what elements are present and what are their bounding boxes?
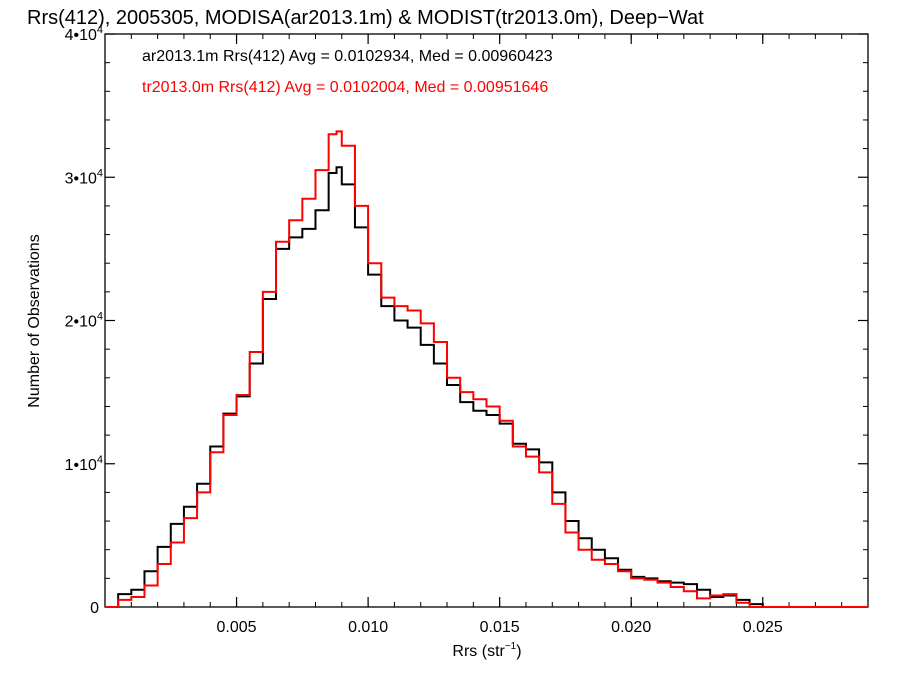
series-layer: [105, 130, 868, 608]
series-line-tr2013: [105, 130, 868, 608]
x-tick-label: 0.005: [217, 619, 257, 636]
series-line-ar2013: [105, 166, 868, 608]
axis-ticks: 0.005 0.010 0.015 0.020 0.02501•1042•1043•10…: [65, 24, 868, 636]
y-tick-label-exponent: 4: [97, 167, 103, 179]
y-tick-label-base: 0: [90, 600, 99, 617]
y-axis-label: Number of Observations: [26, 234, 43, 407]
y-tick-label-exponent: 4: [97, 24, 103, 36]
legend-entry-ar2013: ar2013.1m Rrs(412) Avg = 0.0102934, Med …: [142, 48, 553, 65]
chart-title: Rrs(412), 2005305, MODISA(ar2013.1m) & M…: [27, 7, 704, 29]
y-tick-label-base: 4•10: [65, 27, 97, 44]
y-tick-label-base: 3•10: [65, 170, 97, 187]
x-tick-label: 0.025: [743, 619, 783, 636]
y-tick-label: 0: [90, 600, 99, 617]
y-tick-label-base: 2•10: [65, 314, 97, 331]
x-axis-label: Rrs (str−1): [452, 641, 521, 660]
y-tick-label: 4•104: [65, 24, 103, 44]
x-tick-label: 0.015: [480, 619, 520, 636]
y-tick-label-base: 1•10: [65, 457, 97, 474]
y-tick-label-exponent: 4: [97, 454, 103, 466]
y-tick-label: 3•104: [65, 167, 103, 187]
x-tick-label: 0.020: [611, 619, 651, 636]
y-tick-label: 1•104: [65, 454, 103, 474]
y-tick-label-exponent: 4: [97, 311, 103, 323]
y-tick-label: 2•104: [65, 311, 103, 331]
legend-entry-tr2013: tr2013.0m Rrs(412) Avg = 0.0102004, Med …: [142, 79, 548, 96]
x-tick-label: 0.010: [348, 619, 388, 636]
plot-frame: [104, 33, 869, 608]
